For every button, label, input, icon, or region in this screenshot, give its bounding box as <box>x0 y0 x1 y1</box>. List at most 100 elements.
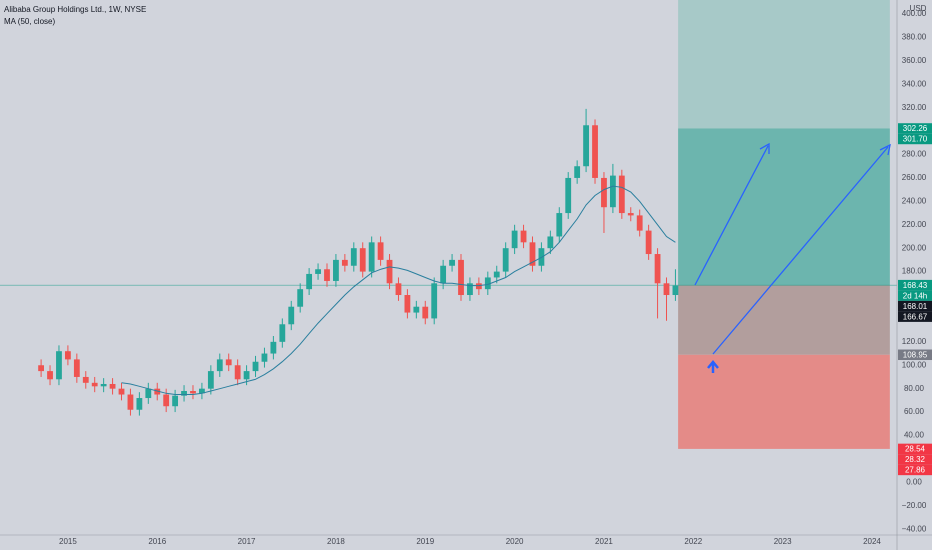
x-tick-label: 2021 <box>595 537 613 546</box>
price-label-bg <box>898 311 932 322</box>
y-tick-label: 280.00 <box>902 150 927 159</box>
candle-body <box>458 259 464 296</box>
position-zone <box>678 128 890 286</box>
candle-body <box>252 361 259 372</box>
candle-body <box>440 265 447 284</box>
candle-body <box>324 269 330 281</box>
price-label-bg <box>898 123 932 134</box>
y-tick-label: 220.00 <box>902 220 927 229</box>
candle-body <box>645 230 652 255</box>
candle-body <box>82 376 89 383</box>
chart-title: Alibaba Group Holdings Ltd., 1W, NYSE <box>4 5 146 14</box>
price-label: 168.43 <box>903 281 928 290</box>
y-tick-label: 340.00 <box>902 79 927 88</box>
candle-body <box>279 324 286 342</box>
candle-body <box>583 125 589 167</box>
candle-body <box>38 365 45 372</box>
plot <box>0 108 897 416</box>
candle-body <box>225 359 232 366</box>
candle-body <box>609 175 616 208</box>
candle-body <box>181 391 187 396</box>
y-tick-label: 40.00 <box>904 431 925 440</box>
x-tick-label: 2020 <box>506 537 524 546</box>
price-label: 27.86 <box>905 466 926 475</box>
candle-body <box>261 353 268 362</box>
arrow-head <box>879 143 891 156</box>
y-tick-label: 400.00 <box>902 9 927 18</box>
x-tick-label: 2015 <box>59 537 77 546</box>
candle-body <box>306 273 313 290</box>
candle-body <box>547 236 554 249</box>
y-tick-label: 120.00 <box>902 337 927 346</box>
candle-body <box>350 248 357 266</box>
x-tick-label: 2016 <box>148 537 166 546</box>
indicator-label: MA (50, close) <box>4 17 55 26</box>
y-tick-label: −20.00 <box>902 501 927 510</box>
candle-body <box>636 215 643 231</box>
candle-body <box>395 283 402 296</box>
candle-body <box>592 125 598 178</box>
price-label-bg <box>898 133 932 145</box>
x-tick-label: 2017 <box>238 537 256 546</box>
price-label-bg <box>898 279 932 291</box>
position-zone <box>678 285 890 355</box>
candle-body <box>127 394 134 410</box>
up-arrow-head <box>707 360 719 369</box>
y-tick-label: 360.00 <box>902 56 927 65</box>
price-label-bg <box>898 349 932 361</box>
candle-body <box>64 351 71 360</box>
candle-body <box>199 388 205 394</box>
currency: USD <box>910 4 927 13</box>
position-zone <box>678 354 890 449</box>
candle-body <box>136 398 143 410</box>
candle-body <box>422 306 429 319</box>
drawings <box>694 142 891 373</box>
x-tick-label: 2024 <box>863 537 881 546</box>
candle-body <box>216 359 223 372</box>
price-label-bg <box>898 443 932 455</box>
price-label-bg <box>898 300 932 312</box>
price-label: 28.54 <box>905 445 926 454</box>
candle-body <box>333 259 339 281</box>
candle-body <box>565 177 572 214</box>
candle-body <box>663 283 670 296</box>
arrow <box>712 146 889 355</box>
candle-body <box>243 371 250 380</box>
price-label: 168.01 <box>903 302 928 311</box>
candle-body <box>73 359 80 377</box>
candle-body <box>404 295 411 313</box>
y-tick-label: 100.00 <box>902 360 927 369</box>
candle-body <box>145 388 152 399</box>
candle-body <box>207 371 214 389</box>
x-tick-label: 2023 <box>774 537 792 546</box>
candle-body <box>529 242 536 266</box>
candle-body <box>288 306 295 325</box>
arrow <box>694 145 769 286</box>
candle-body <box>493 271 500 278</box>
candle-body <box>154 388 161 395</box>
candle-body <box>91 382 98 387</box>
candle-body <box>100 383 107 387</box>
candle-body <box>502 248 509 272</box>
price-label: 28.32 <box>905 455 926 464</box>
candle-body <box>190 391 196 394</box>
candle-body <box>341 259 348 266</box>
candle-body <box>475 283 482 290</box>
x-tick-label: 2019 <box>416 537 434 546</box>
candle-body <box>118 388 125 395</box>
candle-body <box>520 230 527 243</box>
moving-average <box>121 185 676 395</box>
position-zone <box>678 0 890 129</box>
position-zones <box>678 0 890 449</box>
candle-body <box>47 371 53 380</box>
candle-body <box>413 306 420 313</box>
candle-body <box>511 230 518 249</box>
candle-body <box>359 248 366 272</box>
candle-body <box>297 289 304 307</box>
price-label-bg <box>898 290 932 301</box>
x-tick-label: 2022 <box>684 537 702 546</box>
candle-body <box>368 242 375 272</box>
y-tick-label: 60.00 <box>904 407 925 416</box>
price-label-bg <box>898 454 932 465</box>
candle-body <box>449 259 455 266</box>
